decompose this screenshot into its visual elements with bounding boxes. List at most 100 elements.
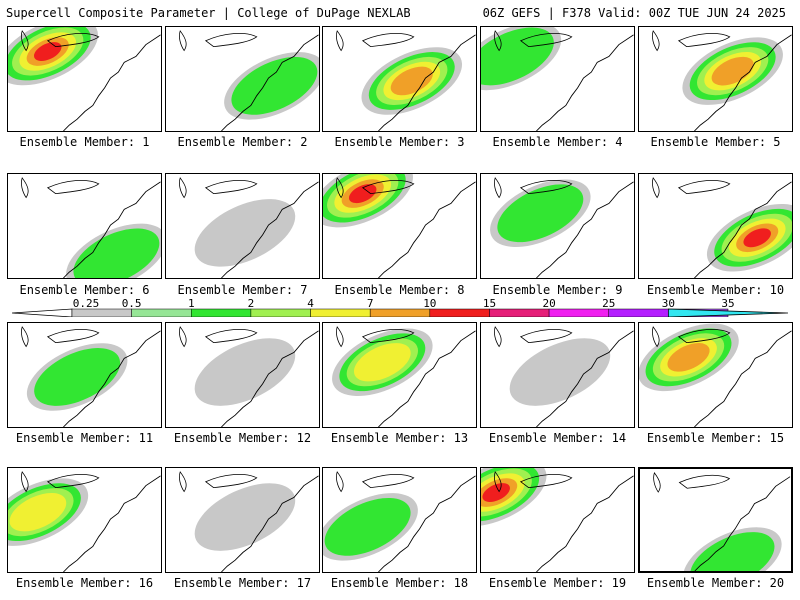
- great-lakes-outline: [179, 177, 258, 199]
- ensemble-panel-13[interactable]: [322, 322, 477, 428]
- colorbar-swatch: [191, 308, 252, 317]
- scp-contour-0.25: [194, 338, 296, 406]
- ensemble-member-caption: Ensemble Member: 20: [646, 576, 785, 590]
- colorbar-swatch: [548, 308, 609, 317]
- ensemble-panel-18[interactable]: [322, 467, 477, 573]
- coastline: [221, 181, 319, 278]
- coastline: [536, 475, 634, 572]
- coastline: [694, 476, 791, 571]
- colorbar-swatch: [608, 308, 669, 317]
- ensemble-panel-19[interactable]: [480, 467, 635, 573]
- scp-field: [490, 177, 634, 278]
- coastline: [694, 330, 792, 427]
- ensemble-panel-2[interactable]: [165, 26, 320, 132]
- great-lakes-outline: [494, 177, 573, 199]
- colorbar-tick-label: 4: [307, 297, 314, 310]
- ensemble-member-caption: Ensemble Member: 18: [330, 576, 469, 590]
- ensemble-panel-11[interactable]: [7, 322, 162, 428]
- coastline: [63, 475, 161, 572]
- ensemble-panel-4[interactable]: [480, 26, 635, 132]
- colorbar-tick-label: 15: [483, 297, 496, 310]
- ensemble-panel-20[interactable]: [638, 467, 793, 573]
- great-lakes-outline: [179, 471, 258, 493]
- ensemble-panel-16[interactable]: [7, 467, 162, 573]
- scp-field: [653, 472, 791, 571]
- scp-field: [652, 30, 792, 131]
- coastline: [221, 330, 319, 427]
- scp-contour-0.25: [194, 199, 296, 267]
- model-run-info: 06Z GEFS | F378 Valid: 00Z TUE JUN 24 20…: [482, 6, 786, 20]
- ensemble-panel-3[interactable]: [322, 26, 477, 132]
- scp-contour-7: [390, 66, 433, 96]
- ensemble-panel-17[interactable]: [165, 467, 320, 573]
- great-lakes-outline: [494, 326, 573, 348]
- ensemble-panel-8[interactable]: [322, 173, 477, 279]
- colorbar-swatch: [310, 308, 371, 317]
- coastline: [536, 34, 634, 131]
- colorbar-max-arrow: [667, 308, 788, 317]
- great-lakes-outline: [21, 326, 100, 348]
- ensemble-panel-5[interactable]: [638, 26, 793, 132]
- scp-field: [323, 174, 476, 278]
- colorbar-tick-label: 30: [662, 297, 675, 310]
- scp-field: [179, 471, 319, 572]
- scp-contour-10: [33, 42, 62, 61]
- ensemble-member-caption: Ensemble Member: 2: [177, 135, 308, 149]
- scp-field: [652, 177, 792, 278]
- ensemble-panel-7[interactable]: [165, 173, 320, 279]
- scp-contour-4: [353, 343, 411, 382]
- ensemble-panel-9[interactable]: [480, 173, 635, 279]
- ensemble-panel-14[interactable]: [480, 322, 635, 428]
- great-lakes-outline: [494, 471, 573, 493]
- great-lakes-outline: [179, 326, 258, 348]
- great-lakes-outline: [21, 30, 100, 52]
- colorbar-swatch: [369, 308, 431, 317]
- scp-contour-10: [482, 483, 510, 502]
- scp-contour-4: [9, 492, 67, 532]
- great-lakes-outline: [494, 30, 573, 52]
- ensemble-panel-12[interactable]: [165, 322, 320, 428]
- ensemble-panel-10[interactable]: [638, 173, 793, 279]
- great-lakes-outline: [653, 472, 731, 493]
- colorbar-tick-label: 0.5: [122, 297, 142, 310]
- great-lakes-outline: [652, 326, 731, 348]
- color-legend: 0.25 0.5 1 2 4 7 10 15 20 25 30 35: [12, 297, 788, 317]
- scp-contour-10: [348, 184, 377, 204]
- ensemble-member-caption: Ensemble Member: 8: [334, 283, 465, 297]
- coastline: [536, 330, 634, 427]
- scp-field: [494, 326, 634, 427]
- scp-field: [481, 468, 634, 572]
- colorbar-swatch: [489, 308, 550, 317]
- ensemble-member-caption: Ensemble Member: 6: [19, 283, 150, 297]
- scp-contour-1: [481, 27, 554, 86]
- great-lakes-outline: [652, 177, 731, 199]
- ensemble-member-caption: Ensemble Member: 14: [488, 431, 627, 445]
- colorbar-tick-label: 25: [602, 297, 615, 310]
- scp-field: [21, 326, 161, 427]
- colorbar-tick-label: 10: [423, 297, 436, 310]
- coastline: [221, 34, 319, 131]
- scp-field: [323, 471, 476, 572]
- scp-field: [336, 30, 476, 131]
- coastline: [63, 181, 161, 278]
- colorbar-tick-label: 35: [721, 297, 734, 310]
- scp-contour-1: [690, 532, 775, 571]
- ensemble-member-caption: Ensemble Member: 3: [334, 135, 465, 149]
- scp-field: [481, 27, 634, 131]
- ensemble-member-caption: Ensemble Member: 19: [488, 576, 627, 590]
- coastline: [221, 475, 319, 572]
- ensemble-panel-6[interactable]: [7, 173, 162, 279]
- coastline: [378, 34, 476, 131]
- great-lakes-outline: [336, 326, 415, 348]
- ensemble-member-caption: Ensemble Member: 5: [650, 135, 781, 149]
- scp-contour-1: [73, 228, 160, 278]
- scp-contour-7: [711, 56, 754, 86]
- great-lakes-outline: [336, 177, 415, 199]
- great-lakes-outline: [21, 177, 100, 199]
- scp-contour-1: [497, 184, 584, 243]
- ensemble-member-caption: Ensemble Member: 10: [646, 283, 785, 297]
- ensemble-panel-15[interactable]: [638, 322, 793, 428]
- ensemble-member-caption: Ensemble Member: 15: [646, 431, 785, 445]
- ensemble-panel-1[interactable]: [7, 26, 162, 132]
- colorbar-tick-label: 20: [542, 297, 555, 310]
